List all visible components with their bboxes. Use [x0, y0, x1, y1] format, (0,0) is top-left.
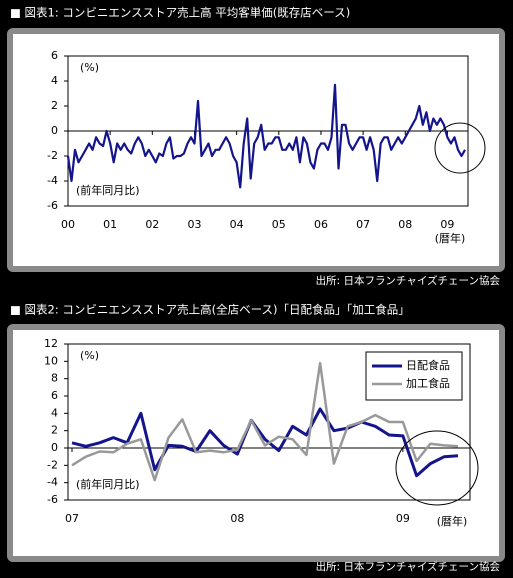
y-unit: (%) [80, 61, 99, 74]
x-unit: (暦年) [437, 514, 468, 528]
x-unit: (暦年) [435, 231, 466, 245]
x-tick-label: 00 [61, 218, 75, 231]
y-tick-label: 0 [51, 441, 58, 454]
highlight-circle [434, 122, 486, 174]
y-tick-label: -6 [47, 199, 58, 212]
y-tick-label: -6 [47, 493, 58, 506]
x-tick-label: 06 [314, 218, 328, 231]
x-tick-label: 09 [396, 512, 410, 525]
source: 出所: 日本フランチャイズチェーン協会 [316, 274, 501, 287]
x-tick-label: 02 [145, 218, 159, 231]
x-tick-label: 07 [65, 512, 79, 525]
y-tick-label: 2 [51, 424, 58, 437]
legend-label: 日配食品 [406, 358, 450, 372]
legend-label: 加工食品 [406, 376, 450, 390]
y-tick-label: 4 [51, 74, 58, 87]
x-tick-label: 08 [398, 218, 412, 231]
x-tick-label: 08 [230, 512, 244, 525]
chart-title: ■ 図表1: コンビニエンスストア売上高 平均客単価(既存店ベース) [10, 6, 350, 20]
y-tick-label: 2 [51, 99, 58, 112]
x-tick-label: 09 [440, 218, 454, 231]
y-tick-label: -2 [47, 458, 58, 471]
y-tick-label: 8 [51, 372, 58, 385]
y-tick-label: -2 [47, 149, 58, 162]
y-tick-label: 12 [44, 337, 58, 350]
y-tick-label: -4 [47, 174, 58, 187]
highlight-circle [395, 430, 479, 506]
y-unit: (%) [80, 349, 99, 362]
annotation: (前年同月比) [76, 477, 140, 491]
x-tick-label: 01 [103, 218, 117, 231]
x-tick-label: 04 [230, 218, 244, 231]
data-line [71, 361, 459, 482]
y-tick-label: 10 [44, 354, 58, 367]
data-line [66, 83, 466, 189]
y-tick-label: 6 [51, 49, 58, 62]
source: 出所: 日本フランチャイズチェーン協会 [316, 560, 501, 573]
y-tick-label: 4 [51, 406, 58, 419]
y-tick-label: 6 [51, 389, 58, 402]
chart-title: ■ 図表2: コンビニエンスストア売上高(全店ベース)「日配食品」「加工食品」 [10, 303, 410, 317]
y-tick-label: -4 [47, 476, 58, 489]
x-tick-label: 03 [187, 218, 201, 231]
annotation: (前年同月比) [76, 183, 140, 197]
legend-box [365, 351, 463, 401]
data-line [71, 407, 459, 478]
y-tick-label: 0 [51, 124, 58, 137]
x-tick-label: 05 [272, 218, 286, 231]
x-tick-label: 07 [356, 218, 370, 231]
